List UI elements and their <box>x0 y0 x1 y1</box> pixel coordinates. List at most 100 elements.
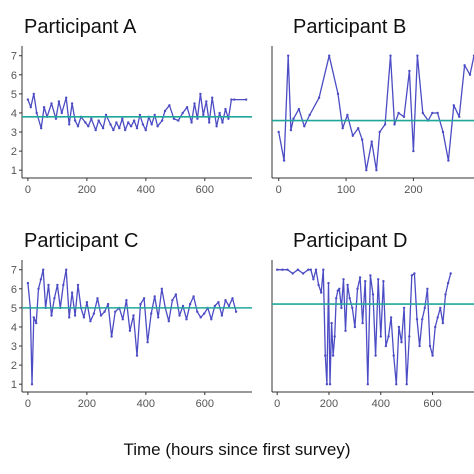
data-point-c <box>26 281 30 285</box>
data-point-a <box>141 123 145 126</box>
panel-d: 0 200 400 600 <box>271 260 474 410</box>
data-point-d <box>291 272 294 275</box>
data-point-d <box>446 281 450 285</box>
data-point-d <box>415 318 419 321</box>
data-point-d <box>312 278 315 281</box>
data-point-d <box>441 321 445 325</box>
data-point-a <box>218 111 221 115</box>
data-point-c <box>224 299 227 302</box>
data-point-c <box>153 295 156 298</box>
data-point-c <box>185 318 188 321</box>
data-point-a <box>132 119 136 122</box>
series-line-d <box>277 269 452 385</box>
data-point-c <box>199 316 202 319</box>
data-point-c <box>220 314 224 317</box>
data-point-c <box>192 295 195 298</box>
y-tick-label-c: 3 <box>11 341 17 353</box>
data-point-d <box>324 354 327 357</box>
data-point-b <box>357 127 360 130</box>
data-point-c <box>157 316 160 319</box>
data-point-a <box>32 92 35 96</box>
data-point-c <box>142 297 146 300</box>
panel-c: 1 2 3 4 5 6 7 0 200 400 600 <box>11 260 252 410</box>
data-point-d <box>281 268 284 271</box>
data-point-a <box>181 111 184 115</box>
data-point-c <box>227 304 231 308</box>
data-point-d <box>374 354 377 357</box>
y-tick-label-a: 2 <box>11 146 17 158</box>
data-point-d <box>342 278 345 281</box>
data-point-a <box>244 98 248 101</box>
data-point-d <box>309 268 312 271</box>
data-point-d <box>397 325 401 329</box>
data-point-a <box>135 127 139 130</box>
data-point-c <box>35 321 38 325</box>
panel-a: 1 2 3 4 5 6 7 0 200 400 600 <box>11 46 252 196</box>
data-point-b <box>317 96 321 99</box>
data-point-b <box>378 130 381 134</box>
data-point-c <box>196 310 199 313</box>
data-point-a <box>87 125 90 128</box>
data-point-d <box>286 268 289 271</box>
data-point-b <box>416 54 419 57</box>
data-point-a <box>109 123 112 126</box>
data-point-b <box>370 140 373 143</box>
data-point-c <box>128 329 132 332</box>
data-point-d <box>439 306 442 310</box>
data-point-a <box>101 127 105 130</box>
y-tick-label-c: 5 <box>11 303 17 315</box>
data-point-b <box>421 111 424 115</box>
data-point-b <box>383 123 387 126</box>
data-point-a <box>227 117 230 120</box>
data-point-a <box>121 117 124 120</box>
x-tick-label-b: 100 <box>337 184 355 196</box>
x-tick-label-d: 400 <box>372 398 390 410</box>
series-line-c <box>27 269 237 385</box>
data-point-a <box>193 102 196 105</box>
data-point-c <box>37 287 40 290</box>
data-point-a <box>127 121 130 124</box>
data-point-c <box>174 293 178 296</box>
data-point-c <box>65 268 68 271</box>
data-point-a <box>97 119 100 122</box>
data-point-b <box>308 113 311 117</box>
data-point-a <box>202 113 205 117</box>
data-point-c <box>30 383 34 386</box>
data-point-b <box>336 92 340 96</box>
data-point-a <box>124 128 127 132</box>
data-point-b <box>393 123 396 126</box>
data-point-a <box>168 104 171 107</box>
y-tick-label-a: 4 <box>11 108 17 120</box>
data-point-c <box>50 314 53 317</box>
data-point-b <box>436 111 439 115</box>
data-point-d <box>400 341 403 344</box>
x-tick-label-b: 0 <box>276 184 282 196</box>
data-point-c <box>203 312 206 315</box>
data-point-d <box>371 293 375 296</box>
data-point-a <box>208 121 211 124</box>
data-point-c <box>32 316 35 319</box>
data-point-a <box>129 125 133 128</box>
data-point-a <box>90 117 93 120</box>
panel-title-participant-d: Participant D <box>293 230 408 252</box>
data-point-c <box>171 299 174 302</box>
y-tick-label-a: 1 <box>11 165 17 177</box>
x-tick-label-d: 600 <box>423 398 441 410</box>
data-point-c <box>96 297 99 300</box>
data-point-c <box>42 268 45 271</box>
data-point-d <box>361 321 364 325</box>
data-point-a <box>35 111 38 115</box>
data-point-d <box>392 354 395 357</box>
data-point-d <box>317 283 320 287</box>
data-point-d <box>301 272 305 275</box>
data-point-d <box>314 268 318 271</box>
data-point-a <box>104 113 108 117</box>
data-point-d <box>382 280 385 283</box>
data-point-d <box>364 280 367 283</box>
data-point-d <box>384 344 388 348</box>
data-point-b <box>402 115 406 119</box>
data-point-d <box>327 281 330 285</box>
x-tick-label-c: 0 <box>25 398 31 410</box>
